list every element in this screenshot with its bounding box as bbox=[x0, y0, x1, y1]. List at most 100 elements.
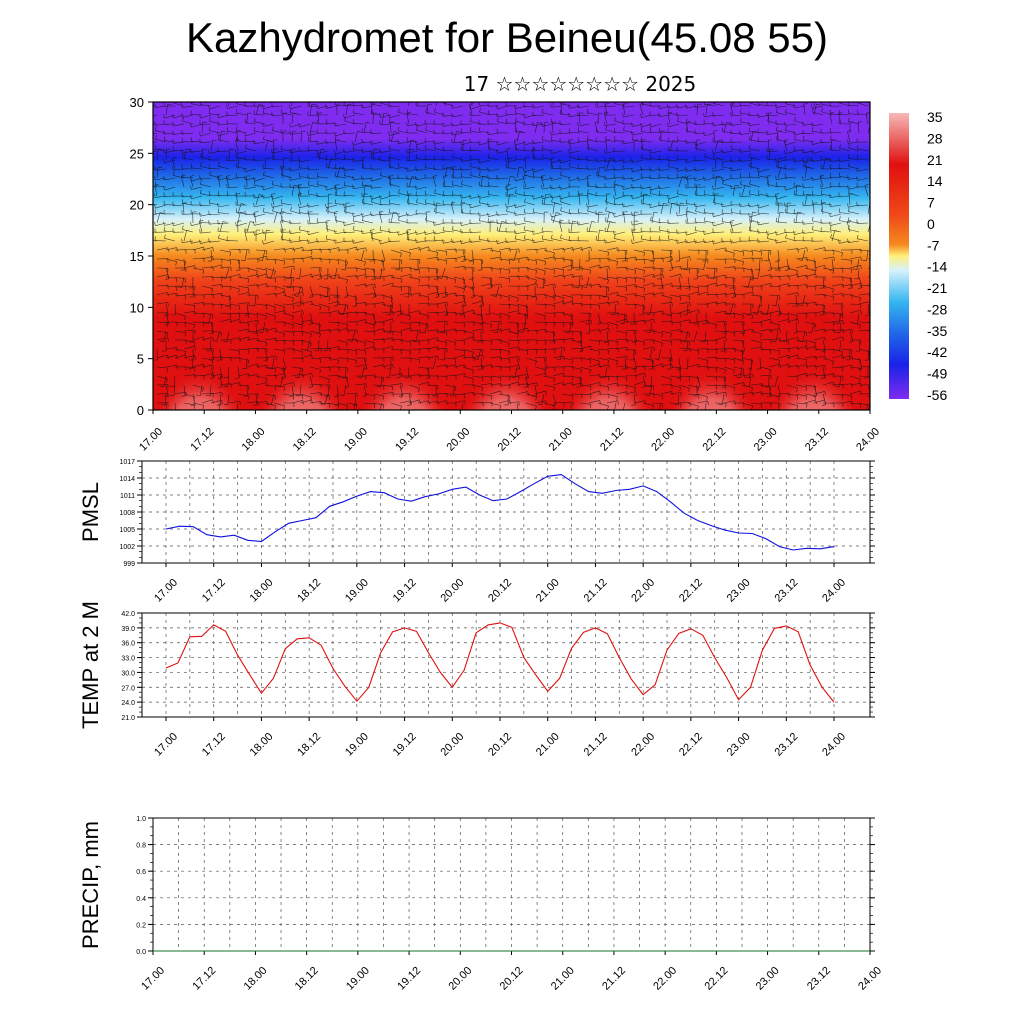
wind-barb bbox=[560, 159, 572, 164]
wind-barb-flag bbox=[689, 319, 691, 324]
wind-barb-flag bbox=[167, 368, 169, 373]
wind-barb-flag bbox=[346, 279, 348, 284]
wind-barb-flag bbox=[302, 291, 304, 296]
wind-barb-flag bbox=[609, 158, 614, 160]
wind-barb bbox=[155, 138, 167, 143]
wind-barb bbox=[641, 131, 653, 134]
wind-barb bbox=[263, 139, 275, 143]
wind-barb-flag bbox=[258, 259, 263, 261]
wind-barb-flag bbox=[514, 139, 519, 141]
wind-barb bbox=[470, 105, 482, 110]
wind-barb bbox=[201, 373, 213, 377]
wind-barb bbox=[615, 318, 627, 323]
wind-barb bbox=[525, 402, 537, 407]
wind-barb-flag bbox=[398, 395, 404, 397]
wind-barb-flag bbox=[706, 360, 709, 365]
wind-barb bbox=[372, 393, 384, 397]
wind-barb bbox=[218, 123, 230, 126]
wind-barb bbox=[390, 121, 392, 134]
wind-barb-flag bbox=[482, 175, 487, 178]
wind-barb bbox=[165, 402, 167, 410]
wind-barb bbox=[153, 132, 158, 135]
wind-barb-flag bbox=[535, 296, 538, 301]
wind-barb bbox=[227, 366, 230, 378]
wind-barb bbox=[282, 312, 294, 317]
wind-barb bbox=[191, 357, 194, 369]
wind-barb bbox=[273, 291, 285, 296]
wind-barb bbox=[651, 402, 663, 405]
wind-barb bbox=[453, 400, 465, 404]
wind-barb bbox=[678, 402, 690, 404]
wind-barb-flag bbox=[463, 350, 466, 355]
wind-barb bbox=[488, 185, 500, 188]
wind-barb-flag bbox=[253, 181, 256, 186]
wind-barb bbox=[200, 184, 212, 188]
wind-barb bbox=[642, 365, 654, 368]
wind-barb-flag bbox=[679, 387, 682, 392]
wind-barb-flag bbox=[572, 301, 574, 306]
wind-barb-flag bbox=[550, 131, 552, 136]
wind-barb-flag bbox=[605, 197, 608, 202]
wind-barb bbox=[777, 212, 781, 224]
wind-barb-flag bbox=[298, 158, 300, 163]
wind-barb-flag bbox=[677, 117, 679, 122]
wind-barb bbox=[803, 150, 815, 154]
wind-barb-flag bbox=[717, 140, 722, 142]
wind-barb bbox=[318, 356, 330, 359]
wind-barb-flag bbox=[301, 287, 304, 292]
wind-barb-flag bbox=[383, 112, 388, 115]
wind-barb bbox=[208, 168, 221, 170]
wind-barb-flag bbox=[632, 341, 637, 343]
wind-barb-flag bbox=[208, 126, 211, 131]
wind-barb-flag bbox=[370, 109, 372, 114]
wind-barb bbox=[533, 212, 545, 215]
wind-barb bbox=[614, 203, 626, 206]
wind-barb bbox=[218, 194, 230, 197]
wind-barb bbox=[435, 292, 447, 296]
wind-barb bbox=[417, 284, 429, 287]
wind-barb-flag bbox=[766, 395, 771, 397]
wind-barb-flag bbox=[767, 180, 769, 185]
wind-barb-flag bbox=[361, 163, 363, 168]
wind-barb bbox=[660, 283, 672, 287]
wind-barb-flag bbox=[650, 260, 655, 262]
wind-barb bbox=[633, 393, 636, 405]
wind-barb-flag bbox=[346, 405, 349, 410]
wind-barb-flag bbox=[613, 127, 615, 132]
wind-barb bbox=[686, 339, 689, 351]
wind-barb bbox=[209, 105, 221, 110]
wind-barb-flag bbox=[491, 364, 493, 369]
wind-barb bbox=[407, 366, 410, 378]
wind-barb-flag bbox=[200, 162, 202, 167]
wind-barb bbox=[326, 204, 338, 209]
wind-barb bbox=[669, 273, 681, 278]
wind-barb bbox=[408, 393, 412, 405]
wind-barb-flag bbox=[283, 350, 286, 355]
wind-barb bbox=[462, 276, 467, 288]
wind-barb-flag bbox=[238, 260, 241, 265]
wind-barb-flag bbox=[740, 350, 745, 352]
wind-barb-flag bbox=[685, 238, 687, 244]
wind-barb bbox=[173, 384, 176, 396]
wind-barb bbox=[749, 156, 761, 161]
wind-barb bbox=[237, 393, 249, 397]
wind-barb-flag bbox=[208, 149, 210, 154]
wind-barb bbox=[768, 393, 780, 398]
wind-barb bbox=[579, 384, 591, 387]
wind-barb bbox=[462, 285, 474, 289]
wind-barb-flag bbox=[536, 382, 538, 387]
wind-barb bbox=[201, 337, 213, 341]
wind-barb-flag bbox=[253, 127, 256, 132]
wind-barb bbox=[534, 372, 546, 377]
wind-barb-flag bbox=[184, 351, 187, 356]
wind-barb-flag bbox=[176, 287, 178, 292]
wind-barb bbox=[344, 120, 356, 125]
wind-barb bbox=[417, 302, 429, 305]
wind-barb bbox=[768, 310, 780, 314]
wind-barb bbox=[613, 185, 617, 197]
wind-barb bbox=[714, 330, 727, 332]
wind-barb bbox=[660, 320, 672, 323]
wind-barb bbox=[298, 366, 302, 378]
wind-barb bbox=[606, 276, 618, 280]
wind-barb-flag bbox=[689, 309, 691, 314]
